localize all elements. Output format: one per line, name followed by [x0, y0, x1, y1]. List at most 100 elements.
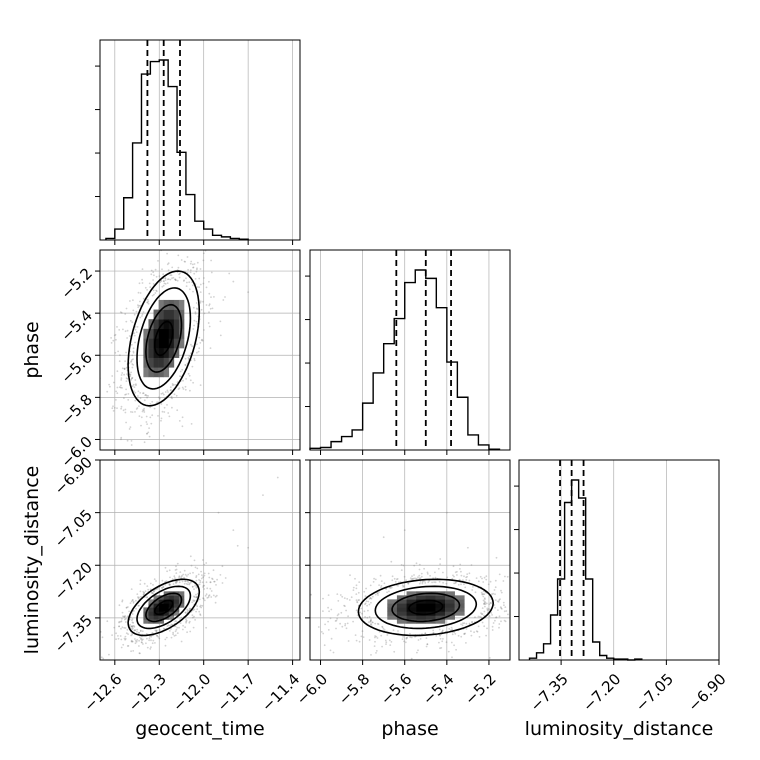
scatter-point — [124, 638, 127, 640]
scatter-point — [152, 279, 155, 281]
scatter-point — [364, 595, 367, 597]
x-tick-label: −5.2 — [461, 670, 499, 708]
scatter-point — [193, 615, 195, 618]
scatter-point — [120, 377, 123, 379]
scatter-point — [178, 387, 181, 389]
scatter-point — [369, 584, 372, 587]
scatter-point — [142, 638, 144, 641]
scatter-point — [457, 634, 460, 637]
scatter-point — [168, 415, 171, 418]
scatter-point — [191, 365, 194, 368]
scatter-point — [157, 636, 160, 638]
scatter-point — [147, 302, 150, 305]
scatter-point — [483, 610, 486, 613]
scatter-point — [128, 335, 131, 337]
scatter-point — [199, 581, 202, 584]
density-cell — [163, 607, 170, 612]
scatter-point — [355, 639, 358, 642]
scatter-point — [332, 651, 335, 654]
scatter-point — [355, 609, 358, 612]
scatter-point — [120, 646, 123, 649]
scatter-point — [168, 582, 171, 585]
scatter-point — [163, 406, 166, 409]
density-cell — [168, 338, 175, 349]
scatter-point — [131, 599, 134, 602]
scatter-point — [201, 339, 204, 342]
scatter-point — [212, 569, 215, 572]
hist-bin — [478, 445, 489, 450]
scatter-point — [170, 389, 173, 391]
scatter-point — [196, 605, 199, 608]
scatter-point — [106, 390, 109, 393]
scatter-point — [190, 260, 193, 263]
scatter-point — [453, 644, 455, 647]
density-geocent_time-phase-frame — [99, 249, 301, 451]
scatter-point — [198, 579, 200, 581]
scatter-point — [121, 600, 124, 603]
scatter-point — [131, 633, 134, 636]
scatter-point — [120, 627, 122, 630]
scatter-point — [352, 586, 355, 589]
scatter-point — [497, 609, 499, 611]
scatter-point — [183, 582, 186, 585]
scatter-point — [186, 281, 188, 284]
x-axis-label-geocent_time: geocent_time — [135, 718, 264, 740]
scatter-point — [200, 570, 203, 573]
scatter-point — [182, 624, 185, 627]
scatter-point — [140, 641, 143, 643]
scatter-point — [483, 597, 486, 600]
scatter-point — [466, 573, 469, 575]
scatter-point — [178, 276, 181, 279]
scatter-point — [500, 608, 503, 610]
scatter-point — [463, 632, 466, 635]
scatter-point — [368, 615, 371, 618]
scatter-point — [124, 638, 126, 641]
scatter-point — [131, 377, 134, 380]
scatter-point — [276, 476, 279, 479]
scatter-point — [215, 584, 217, 586]
scatter-point — [424, 632, 427, 635]
scatter-point — [120, 384, 122, 387]
scatter-point — [458, 578, 461, 581]
scatter-point — [494, 593, 496, 596]
scatter-point — [498, 573, 501, 576]
scatter-point — [123, 615, 126, 618]
scatter-point — [179, 375, 181, 377]
density-cell — [148, 607, 154, 612]
scatter-point — [482, 593, 485, 595]
scatter-point — [167, 245, 169, 247]
scatter-point — [146, 646, 149, 649]
scatter-point — [385, 643, 387, 645]
scatter-point — [370, 601, 372, 604]
scatter-point — [397, 585, 399, 587]
scatter-point — [207, 322, 210, 324]
scatter-point — [154, 642, 156, 644]
scatter-point — [361, 612, 363, 615]
density-cell — [168, 348, 175, 358]
scatter-point — [188, 357, 190, 360]
density-cell — [143, 328, 149, 339]
scatter-point — [356, 601, 358, 603]
density-cell — [396, 615, 407, 620]
scatter-point — [491, 629, 494, 631]
density-cell — [445, 595, 455, 600]
hist-bin — [195, 221, 204, 240]
scatter-point — [202, 259, 205, 262]
scatter-point — [471, 621, 473, 624]
scatter-point — [137, 597, 140, 600]
scatter-point — [119, 621, 122, 623]
scatter-point — [376, 592, 379, 595]
scatter-point — [116, 326, 118, 328]
scatter-point — [494, 619, 496, 622]
scatter-point — [451, 577, 454, 580]
scatter-point — [139, 583, 142, 585]
scatter-point — [199, 614, 202, 616]
scatter-point — [149, 588, 152, 591]
scatter-point — [502, 580, 505, 582]
x-tick-label: −6.0 — [293, 670, 331, 708]
scatter-point — [123, 367, 126, 370]
density-cell — [173, 309, 180, 320]
scatter-point — [383, 582, 386, 585]
scatter-point — [232, 280, 235, 283]
scatter-point — [365, 600, 368, 603]
